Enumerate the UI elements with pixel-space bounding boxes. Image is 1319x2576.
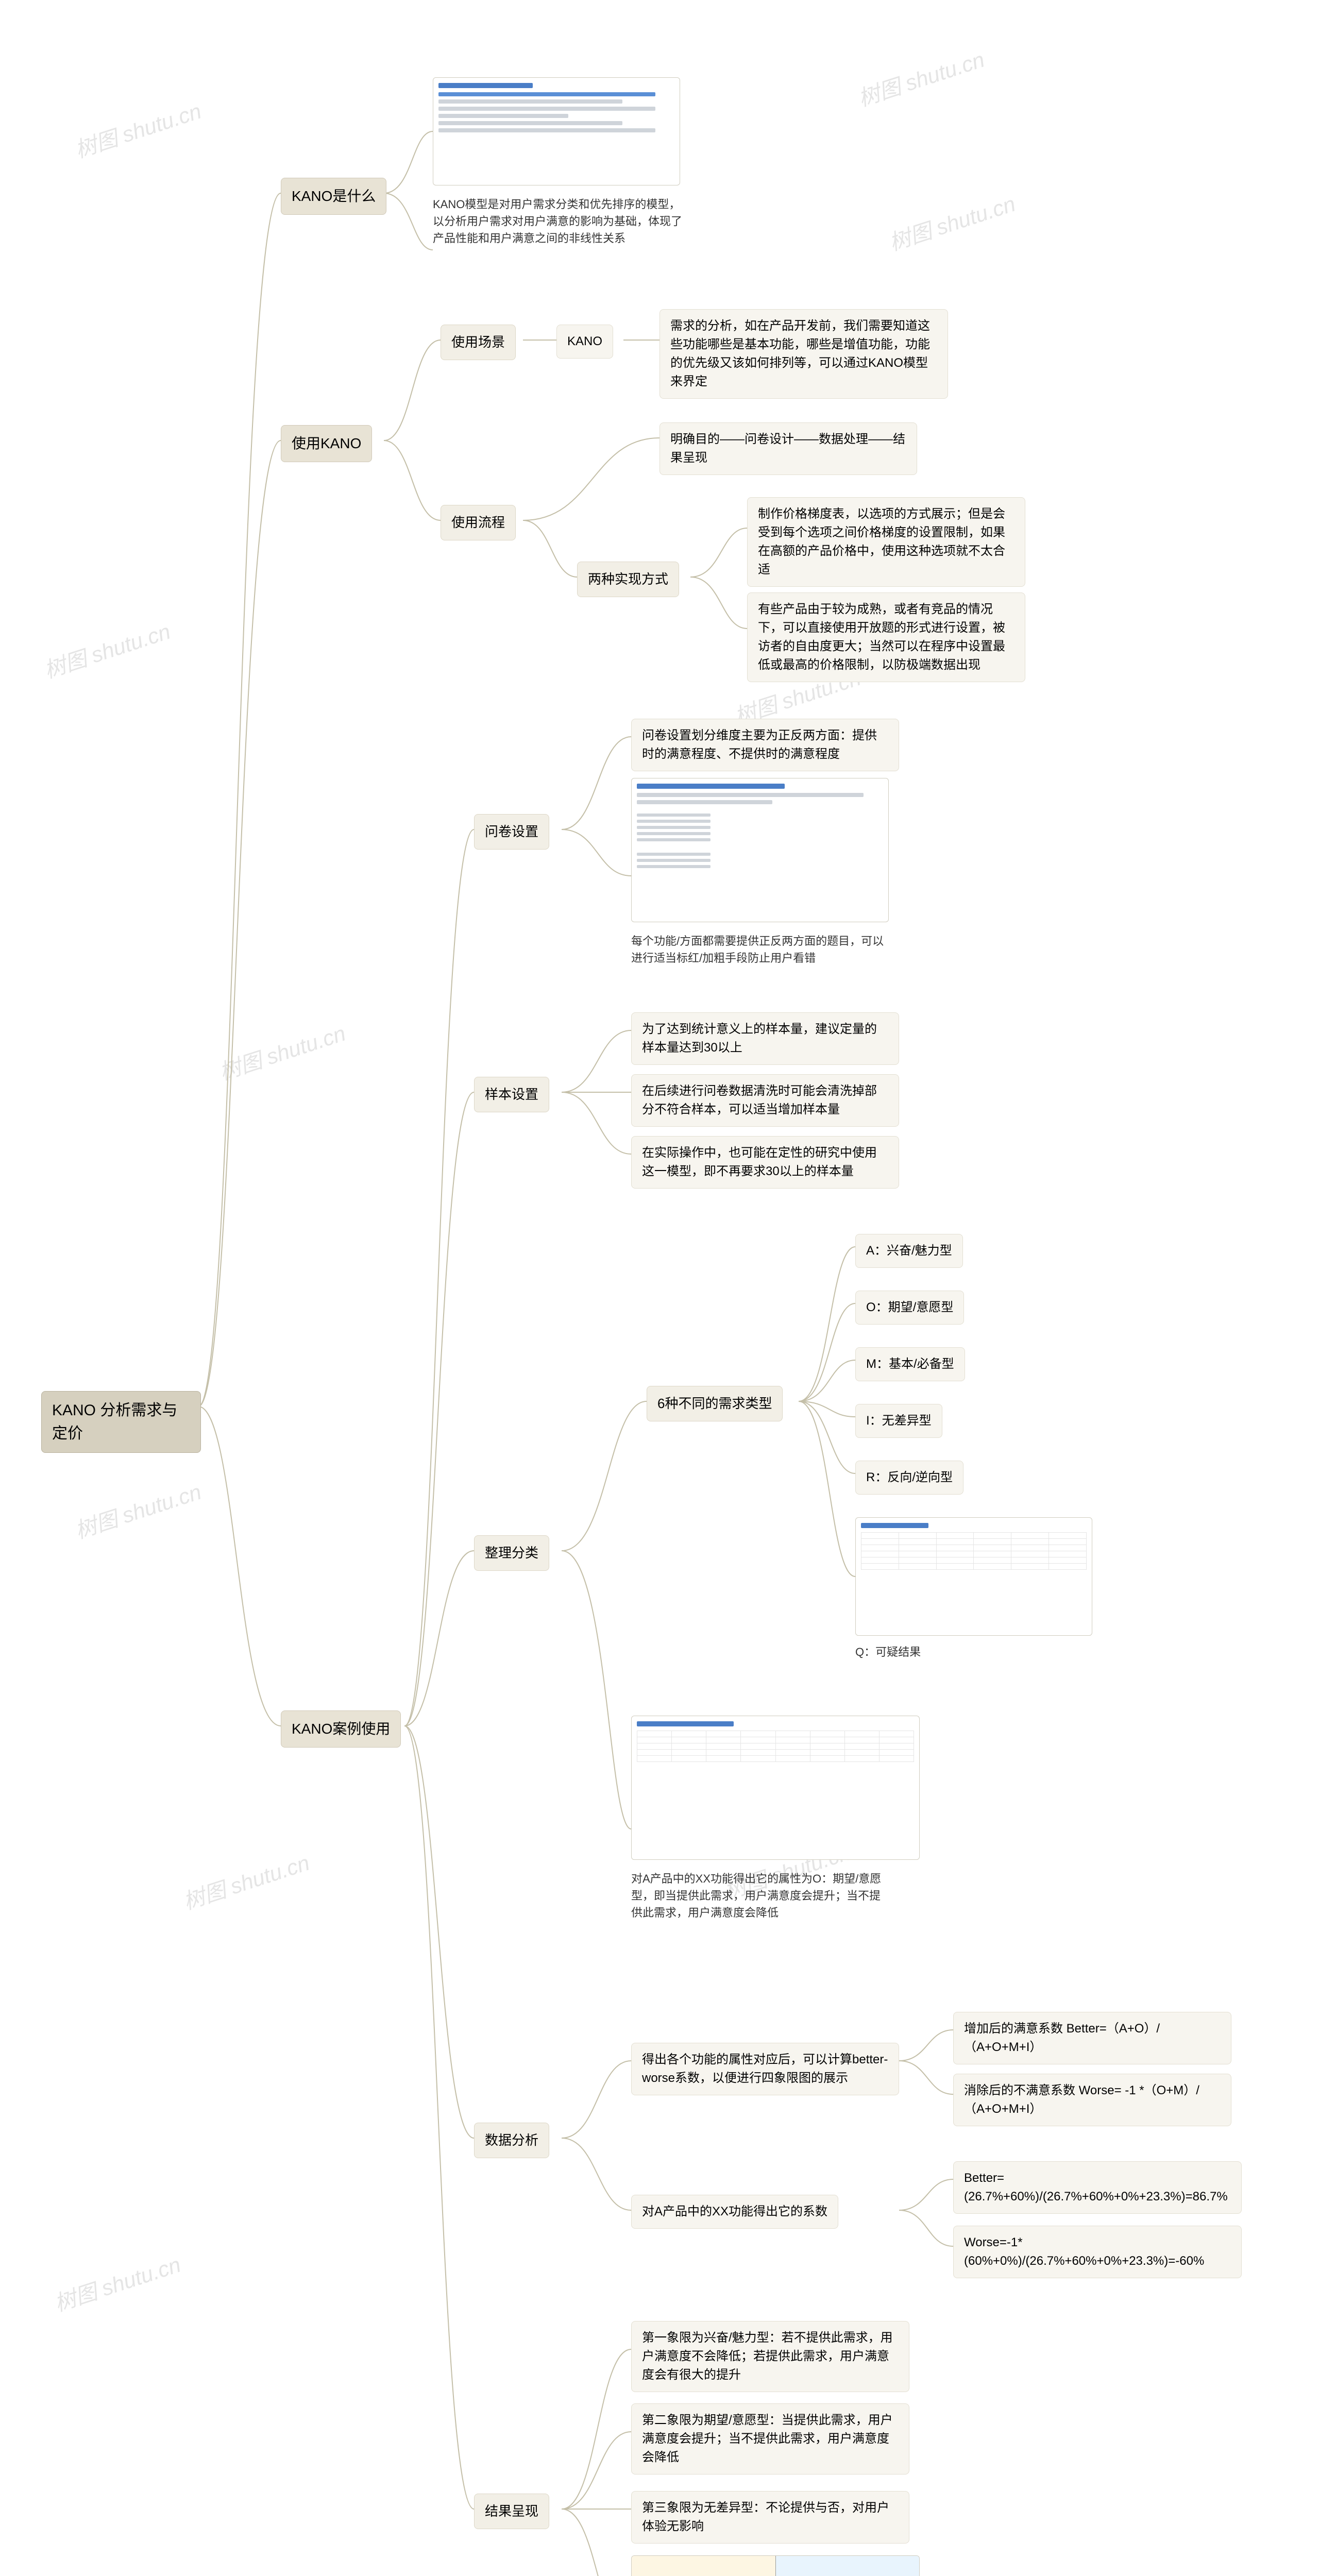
node-types-label[interactable]: 6种不同的需求类型 <box>647 1386 783 1421</box>
watermark: 树图 shutu.cn <box>71 1475 205 1545</box>
watermark: 树图 shutu.cn <box>50 2247 184 2318</box>
watermark: 树图 shutu.cn <box>40 614 174 685</box>
watermark: 树图 shutu.cn <box>885 187 1019 257</box>
thumb-definition <box>433 77 680 185</box>
leaf-scene-text: 需求的分析，如在产品开发前，我们需要知道这些功能哪些是基本功能，哪些是增值功能，… <box>660 309 948 399</box>
leaf-sample-c: 在实际操作中，也可能在定性的研究中使用这一模型，即不再要求30以上的样本量 <box>631 1136 899 1189</box>
leaf-q1: 第一象限为兴奋/魅力型：若不提供此需求，用户满意度不会降低；若提供此需求，用户满… <box>631 2321 909 2392</box>
leaf-worse-formula: 消除后的不满意系数 Worse= -1 *（O+M）/（A+O+M+I） <box>953 2074 1231 2126</box>
node-classify[interactable]: 整理分类 <box>474 1535 549 1571</box>
node-scene-kano[interactable]: KANO <box>556 325 613 359</box>
leaf-q3: 第三象限为无差异型：不论提供与否，对用户体验无影响 <box>631 2491 909 2544</box>
leaf-type-q: Q：可疑结果 <box>855 1643 921 1660</box>
leaf-sample-a: 为了达到统计意义上的样本量，建议定量的样本量达到30以上 <box>631 1012 899 1065</box>
node-ways[interactable]: 两种实现方式 <box>577 562 679 597</box>
node-flow[interactable]: 使用流程 <box>441 505 516 540</box>
leaf-way-b: 有些产品由于较为成熟，或者有竞品的情况下，可以直接使用开放题的形式进行设置，被访… <box>747 592 1025 682</box>
watermark: 树图 shutu.cn <box>215 1016 349 1087</box>
node-survey[interactable]: 问卷设置 <box>474 814 549 850</box>
node-sample[interactable]: 样本设置 <box>474 1077 549 1112</box>
root-node[interactable]: KANO 分析需求与定价 <box>41 1391 201 1453</box>
leaf-way-a: 制作价格梯度表，以选项的方式展示；但是会受到每个选项之间价格梯度的设置限制，如果… <box>747 497 1025 587</box>
leaf-classify-example: 对A产品中的XX功能得出它的属性为O：期望/意愿型，即当提供此需求，用户满意度会… <box>631 1870 889 1921</box>
leaf-sample-b: 在后续进行问卷数据清洗时可能会清洗掉部分不符合样本，可以适当增加样本量 <box>631 1074 899 1127</box>
thumb-quadrant-scatter <box>631 2555 920 2576</box>
branch-what[interactable]: KANO是什么 <box>281 178 386 215</box>
what-desc: KANO模型是对用户需求分类和优先排序的模型，以分析用户需求对用户满意的影响为基… <box>433 196 690 247</box>
branch-use[interactable]: 使用KANO <box>281 425 372 462</box>
branch-case[interactable]: KANO案例使用 <box>281 1710 401 1748</box>
leaf-flow-text: 明确目的——问卷设计——数据处理——结果呈现 <box>660 422 917 475</box>
leaf-coef-intro: 得出各个功能的属性对应后，可以计算better-worse系数，以便进行四象限图… <box>631 2043 899 2095</box>
leaf-survey-b: 每个功能/方面都需要提供正反两方面的题目，可以进行适当标红/加粗手段防止用户看错 <box>631 933 889 967</box>
leaf-type-i: I：无差异型 <box>855 1404 942 1438</box>
leaf-better-calc: Better=(26.7%+60%)/(26.7%+60%+0%+23.3%)=… <box>953 2161 1242 2214</box>
leaf-survey-a: 问卷设置划分维度主要为正反两方面：提供时的满意程度、不提供时的满意程度 <box>631 719 899 771</box>
watermark: 树图 shutu.cn <box>179 1845 313 1916</box>
leaf-q2: 第二象限为期望/意愿型：当提供此需求，用户满意度会提升；当不提供此需求，用户满意… <box>631 2403 909 2475</box>
watermark: 树图 shutu.cn <box>71 94 205 164</box>
leaf-better-formula: 增加后的满意系数 Better=（A+O）/（A+O+M+I） <box>953 2012 1231 2064</box>
thumb-survey-form <box>631 778 889 922</box>
watermark: 树图 shutu.cn <box>854 42 988 113</box>
node-analysis[interactable]: 数据分析 <box>474 2123 549 2158</box>
thumb-kano-matrix <box>855 1517 1092 1636</box>
leaf-type-r: R：反向/逆向型 <box>855 1461 963 1495</box>
leaf-example-label: 对A产品中的XX功能得出它的系数 <box>631 2195 838 2229</box>
leaf-type-o: O：期望/意愿型 <box>855 1291 964 1325</box>
leaf-worse-calc: Worse=-1*(60%+0%)/(26.7%+60%+0%+23.3%)=-… <box>953 2226 1242 2278</box>
node-scene[interactable]: 使用场景 <box>441 325 516 360</box>
leaf-type-a: A：兴奋/魅力型 <box>855 1234 963 1268</box>
node-result[interactable]: 结果呈现 <box>474 2494 549 2529</box>
thumb-classify-result <box>631 1716 920 1860</box>
leaf-type-m: M：基本/必备型 <box>855 1347 965 1381</box>
